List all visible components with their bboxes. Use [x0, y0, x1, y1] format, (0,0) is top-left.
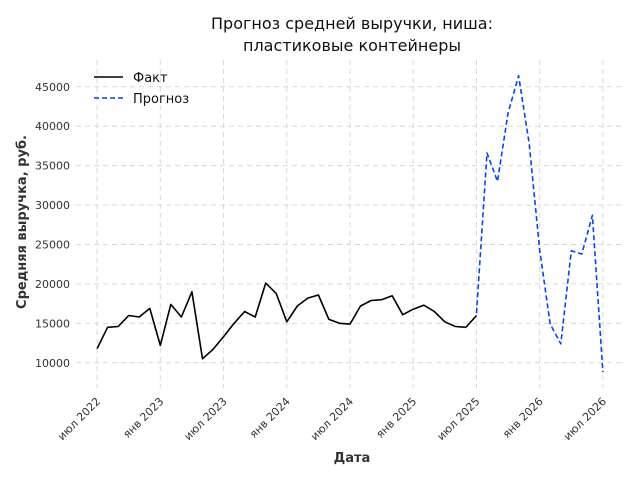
- y-tick-label: 10000: [35, 357, 70, 370]
- legend: Факт Прогноз: [94, 71, 189, 107]
- x-axis-label: Дата: [334, 451, 371, 466]
- y-tick-label: 30000: [35, 199, 70, 212]
- chart-title-line-1: Прогноз средней выручки, ниша:: [211, 14, 493, 33]
- x-tick-label: июл 2025: [435, 395, 483, 443]
- x-tick-label: июл 2024: [308, 395, 356, 443]
- y-axis-label: Средняя выручка, руб.: [15, 135, 30, 309]
- x-tick-label: июл 2023: [182, 395, 230, 443]
- y-tick-label: 20000: [35, 278, 70, 291]
- x-tick-label: янв 2024: [247, 395, 293, 441]
- x-axis-ticks: июл 2022 янв 2023 июл 2023 янв 2024 июл 2024…: [55, 395, 609, 443]
- grid: [76, 60, 624, 388]
- x-tick-label: янв 2025: [374, 395, 420, 441]
- x-tick-label: янв 2023: [121, 395, 167, 441]
- chart-title-line-2: пластиковые контейнеры: [243, 36, 461, 55]
- series-line-fact: [96, 282, 478, 360]
- legend-label-forecast: Прогноз: [133, 92, 189, 107]
- y-tick-label: 45000: [35, 81, 70, 94]
- y-tick-label: 35000: [35, 160, 70, 173]
- series-line-forecast: [475, 75, 604, 373]
- series-lines: [96, 75, 604, 373]
- legend-label-fact: Факт: [133, 71, 168, 86]
- y-tick-label: 25000: [35, 239, 70, 252]
- x-tick-label: июл 2026: [561, 395, 609, 443]
- y-tick-label: 40000: [35, 120, 70, 133]
- y-axis-ticks: 10000 15000 20000 25000 30000 35000 40000 45000: [35, 81, 70, 370]
- x-tick-label: янв 2026: [500, 395, 546, 441]
- y-tick-label: 15000: [35, 317, 70, 330]
- x-tick-label: июл 2022: [55, 395, 103, 443]
